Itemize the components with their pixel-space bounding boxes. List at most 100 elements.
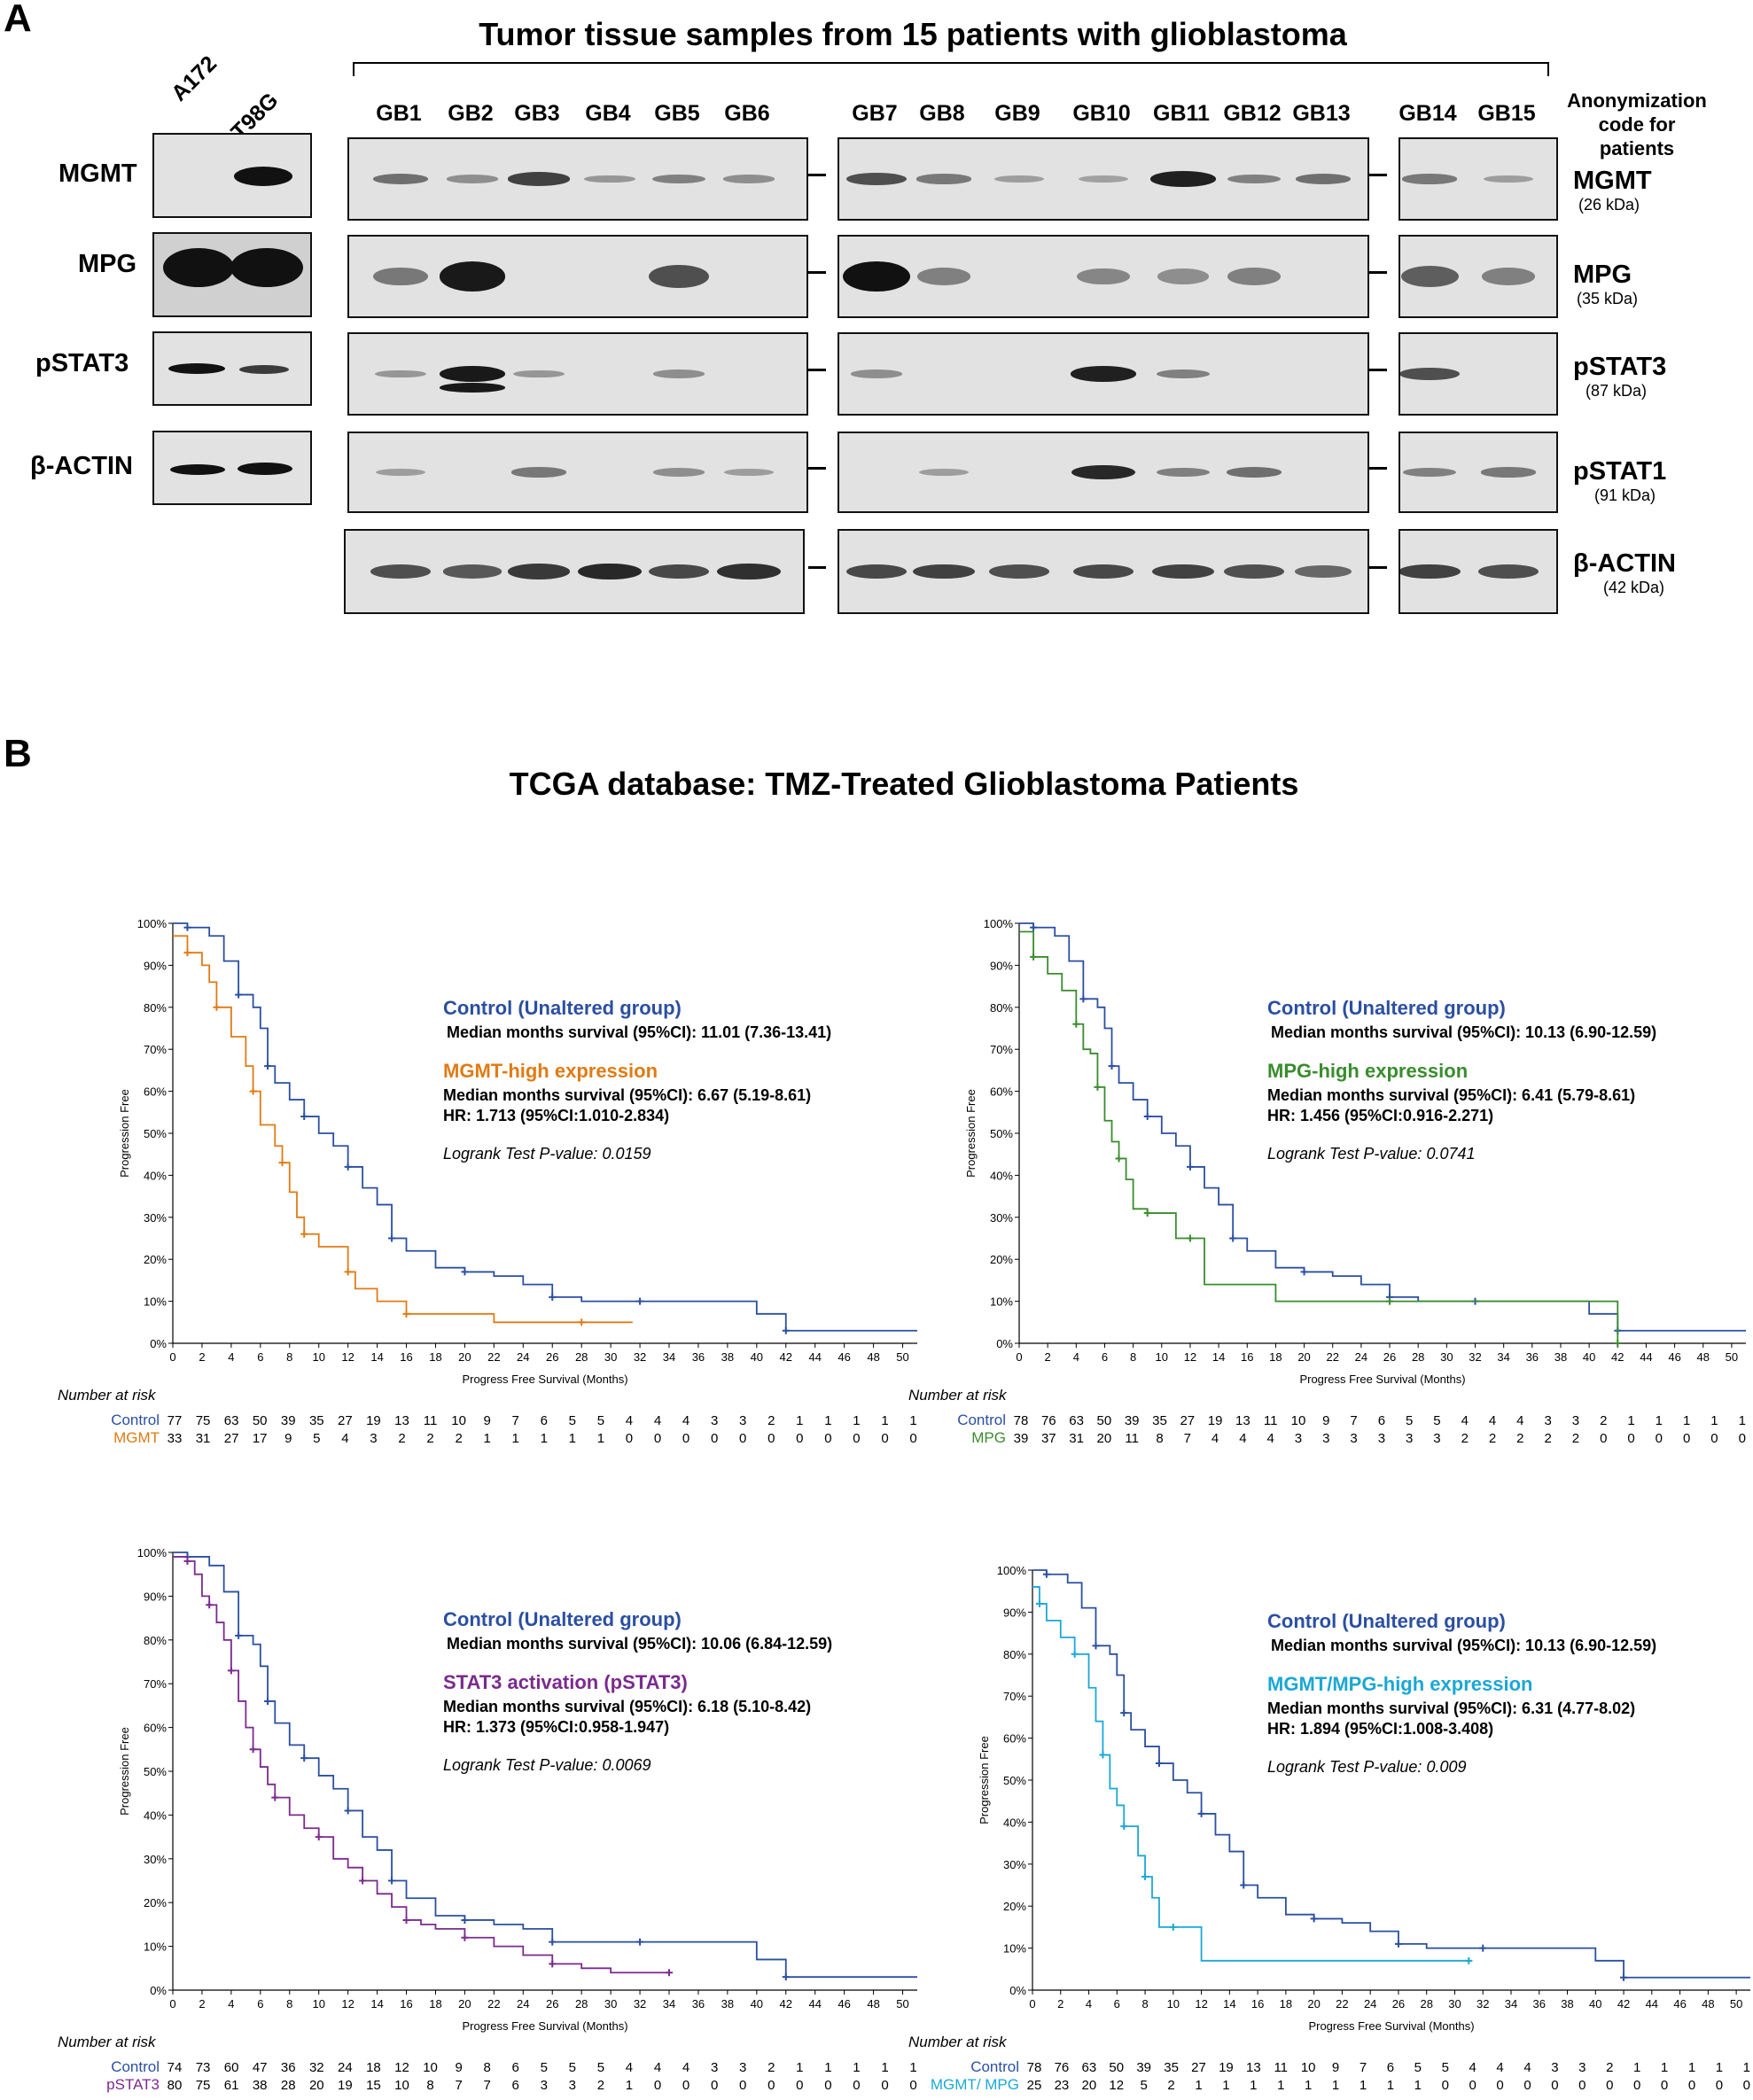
risk-count: 4	[1239, 1431, 1247, 1446]
band-gb3-pstat1	[511, 467, 566, 478]
blot-actin-group3	[1399, 529, 1558, 614]
x-tick-label: 4	[1086, 1997, 1092, 2011]
risk-label-control: Control	[970, 2058, 1019, 2075]
blot-mpg-group2	[838, 235, 1369, 318]
risk-count: 1	[1222, 2078, 1230, 2093]
x-axis-label: Progress Free Survival (Months)	[462, 2019, 627, 2033]
risk-count: 27	[1180, 1413, 1196, 1428]
group-censor-mark	[1169, 1923, 1177, 1931]
x-tick-label: 14	[370, 1350, 383, 1364]
risk-count: 0	[909, 2078, 917, 2093]
x-tick-label: 40	[751, 1350, 763, 1364]
band-gb2-mgmt	[446, 175, 499, 183]
risk-count: 1	[824, 2060, 832, 2075]
cell-row-mgmt-label: MGMT	[58, 159, 137, 188]
risk-count: 3	[710, 1413, 719, 1428]
risk-count: 1	[881, 2060, 889, 2075]
risk-count: 28	[280, 2078, 296, 2093]
risk-count: 1	[1250, 2078, 1258, 2093]
x-tick-label: 36	[1533, 1997, 1546, 2011]
x-tick-label: 22	[1336, 1997, 1348, 2011]
risk-count: 1	[1715, 2060, 1724, 2075]
group-curve	[173, 935, 633, 1324]
y-tick-label: 0%	[1009, 1984, 1026, 1997]
control-censor-mark	[344, 1807, 352, 1815]
x-tick-label: 2	[199, 1350, 205, 1364]
x-tick-label: 24	[1364, 1997, 1376, 2011]
risk-count: 6	[511, 2078, 519, 2093]
band-gb7-pstat3	[850, 369, 903, 378]
group-censor-mark	[359, 1877, 367, 1885]
risk-count: 0	[1742, 2078, 1750, 2093]
lane-label-gb4: GB4	[585, 101, 631, 126]
risk-count: 0	[1578, 2078, 1586, 2093]
right-row-mgmt: MGMT (26 kDa)	[1573, 167, 1652, 214]
y-tick-label: 40%	[1003, 1816, 1026, 1829]
y-tick-label: 10%	[990, 1295, 1013, 1309]
control-censor-mark	[549, 1938, 557, 1946]
x-tick-label: 14	[1212, 1350, 1225, 1364]
band-gb10-mpg	[1077, 268, 1130, 285]
band-gb14-pstat1	[1402, 467, 1457, 478]
risk-count: 9	[455, 2060, 463, 2075]
x-tick-label: 22	[1326, 1350, 1338, 1364]
risk-count: 6	[1386, 2060, 1395, 2075]
title-bracket	[353, 62, 1549, 76]
size-marker-dash	[1369, 566, 1387, 569]
risk-count: 0	[1738, 1431, 1746, 1446]
y-tick-label: 50%	[990, 1127, 1013, 1140]
group-censor-mark	[1035, 1599, 1043, 1607]
x-tick-label: 38	[721, 1997, 734, 2011]
group-censor-mark	[1072, 1020, 1080, 1028]
risk-count: 4	[1461, 1413, 1469, 1428]
risk-count: 11	[1274, 2060, 1289, 2075]
risk-count: 3	[710, 2060, 719, 2075]
risk-count: 4	[1211, 1431, 1219, 1446]
x-tick-label: 50	[896, 1350, 908, 1364]
km-plot-mpg: 0% 10% 20% 30% 40% 50% 60% 70% 80% 90% 100% 0 2 4 6 8 10…	[886, 895, 1746, 1471]
risk-count: 19	[1207, 1413, 1223, 1428]
band-t98g-mpg	[230, 248, 303, 287]
band-gb6-pstat1	[723, 468, 775, 477]
y-axis-label: Progression Free	[964, 1089, 978, 1178]
x-tick-label: 6	[1102, 1350, 1108, 1364]
risk-count: 3	[1551, 2060, 1559, 2075]
x-tick-label: 48	[867, 1997, 879, 2011]
band-gb3-mgmt	[508, 172, 570, 186]
control-censor-mark	[636, 1938, 644, 1946]
risk-count: 1	[1742, 2060, 1750, 2075]
x-tick-label: 28	[575, 1350, 588, 1364]
risk-count: 13	[394, 1413, 409, 1428]
y-tick-label: 80%	[1003, 1648, 1026, 1661]
control-censor-mark	[264, 1062, 272, 1070]
risk-count: 12	[394, 2060, 409, 2075]
x-tick-label: 8	[1141, 1997, 1148, 2011]
x-tick-label: 6	[257, 1350, 263, 1364]
risk-count: 61	[223, 2078, 239, 2093]
y-axis-label: Progression Free	[978, 1736, 991, 1824]
control-censor-mark	[388, 1877, 396, 1885]
group-censor-mark	[1099, 1751, 1107, 1759]
risk-count: 11	[423, 1413, 438, 1428]
size-marker-dash	[1369, 467, 1387, 470]
risk-count: 0	[824, 2078, 832, 2093]
control-median: Median months survival (95%CI): 11.01 (7…	[447, 1023, 832, 1041]
cell-line-a172-label: A172	[167, 51, 222, 106]
risk-count: 0	[796, 1431, 804, 1446]
control-censor-mark	[1310, 1915, 1318, 1923]
control-censor-mark	[1120, 1709, 1128, 1717]
y-tick-label: 0%	[150, 1984, 167, 1997]
logrank-pvalue: Logrank Test P-value: 0.009	[1267, 1758, 1467, 1776]
control-censor-mark	[461, 1268, 469, 1276]
control-curve	[1019, 922, 1746, 1332]
km-annotation-mpg: Control (Unaltered group) Median months s…	[1267, 997, 1656, 1163]
risk-label-control: Control	[111, 2058, 160, 2075]
risk-count: 5	[1414, 2060, 1422, 2075]
y-tick-label: 30%	[144, 1853, 167, 1866]
x-tick-label: 36	[1526, 1350, 1539, 1364]
lane-label-gb14: GB14	[1399, 101, 1457, 126]
risk-count: 11	[1263, 1413, 1278, 1428]
group-censor-mark	[1071, 1650, 1079, 1658]
group-censor-mark	[1386, 1297, 1394, 1305]
x-tick-label: 42	[1611, 1350, 1624, 1364]
